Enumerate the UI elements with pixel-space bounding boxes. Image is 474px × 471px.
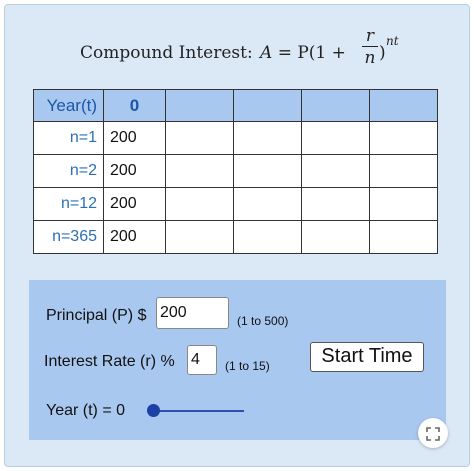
controls-panel: Principal (P) $ 200 (1 to 500) Interest … <box>29 280 446 440</box>
empty-cell <box>233 220 302 254</box>
formula-fraction: r n <box>362 27 378 67</box>
empty-cell <box>369 187 438 221</box>
empty-cell <box>233 154 302 188</box>
header-empty-cell <box>233 89 302 122</box>
row-label: n=2 <box>33 154 104 188</box>
formula-exponent: nt <box>386 34 399 48</box>
formula-lhs: A = P(1 + <box>260 43 346 63</box>
formula-fraction-bar <box>362 46 378 47</box>
table-row: n=1 200 <box>33 121 438 155</box>
formula-close-paren: ) <box>379 43 386 63</box>
app-window: Compound Interest: A = P(1 + r n ) nt Ye… <box>4 4 470 467</box>
empty-cell <box>301 187 370 221</box>
empty-cell <box>165 121 234 155</box>
table-row: n=12 200 <box>33 187 438 221</box>
row-label: n=12 <box>33 187 104 221</box>
row-label: n=365 <box>33 220 104 254</box>
empty-cell <box>301 220 370 254</box>
header-empty-cell <box>301 89 370 122</box>
year-label: Year (t) = 0 <box>46 402 126 419</box>
rate-input[interactable]: 4 <box>187 345 217 375</box>
principal-label: Principal (P) $ <box>46 307 147 324</box>
expand-icon-glyph <box>426 427 440 442</box>
row-value: 200 <box>103 220 166 254</box>
formula-fraction-numerator: r <box>365 26 375 46</box>
row-label: n=1 <box>33 121 104 155</box>
row-value: 200 <box>103 187 166 221</box>
table-row: n=2 200 <box>33 154 438 188</box>
rate-label: Interest Rate (r) % <box>44 353 175 370</box>
header-year-value: 0 <box>103 89 166 122</box>
empty-cell <box>369 220 438 254</box>
formula-eq: = P(1 + <box>277 43 346 63</box>
empty-cell <box>369 121 438 155</box>
empty-cell <box>233 121 302 155</box>
empty-cell <box>165 187 234 221</box>
empty-cell <box>165 154 234 188</box>
header-empty-cell <box>369 89 438 122</box>
empty-cell <box>233 187 302 221</box>
table-header-row: Year(t) 0 <box>33 89 438 122</box>
empty-cell <box>301 121 370 155</box>
principal-hint: (1 to 500) <box>237 314 289 328</box>
rate-hint: (1 to 15) <box>225 359 270 373</box>
expand-icon[interactable] <box>418 418 448 448</box>
table-row: n=365 200 <box>33 220 438 254</box>
empty-cell <box>165 220 234 254</box>
principal-input[interactable]: 200 <box>156 297 229 329</box>
row-value: 200 <box>103 121 166 155</box>
year-slider-track[interactable] <box>152 410 244 412</box>
header-year-label: Year(t) <box>33 89 104 122</box>
formula-label: Compound Interest: <box>80 43 253 63</box>
empty-cell <box>369 154 438 188</box>
year-slider-thumb[interactable] <box>147 404 160 417</box>
start-time-button[interactable]: Start Time <box>310 342 424 372</box>
formula-lhs-var: A <box>260 43 273 63</box>
row-value: 200 <box>103 154 166 188</box>
formula-title: Compound Interest: A = P(1 + r n ) nt <box>5 27 471 87</box>
formula-fraction-denominator: n <box>364 48 376 68</box>
empty-cell <box>301 154 370 188</box>
header-empty-cell <box>165 89 234 122</box>
results-table: Year(t) 0 n=1 200 n=2 200 n=12 200 <box>33 89 438 254</box>
